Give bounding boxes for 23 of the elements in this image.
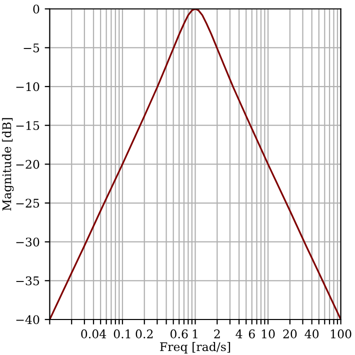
x-tick-label: 100	[330, 329, 352, 338]
y-tick-label: 0	[33, 4, 40, 14]
y-tick-label: −25	[16, 198, 40, 208]
x-tick-label: 40	[304, 329, 319, 338]
x-tick-label: 0.6	[170, 329, 188, 338]
y-tick-label: −40	[16, 315, 40, 324]
x-tick-label: 0.1	[114, 329, 130, 338]
y-tick-label: −5	[24, 44, 40, 52]
y-tick-label: −15	[16, 121, 40, 130]
x-tick-label: 1	[192, 329, 198, 338]
y-tick-label: −20	[16, 160, 40, 169]
x-tick-label: 6	[248, 329, 255, 338]
x-tick-label: 20	[283, 329, 297, 338]
y-tick-label: −35	[16, 276, 40, 286]
x-tick-label: 2	[214, 329, 220, 338]
x-tick-label: 0.2	[136, 329, 153, 338]
y-axis-title: Magnitude [dB]	[2, 118, 14, 211]
y-tick-label: −10	[16, 82, 40, 92]
y-tick-label: −30	[16, 238, 40, 246]
x-tick-label: 10	[262, 329, 275, 338]
x-axis-title: Freq [rad/s]	[160, 342, 230, 354]
x-tick-label: 4	[236, 329, 242, 338]
x-tick-label: 0.04	[81, 329, 106, 338]
